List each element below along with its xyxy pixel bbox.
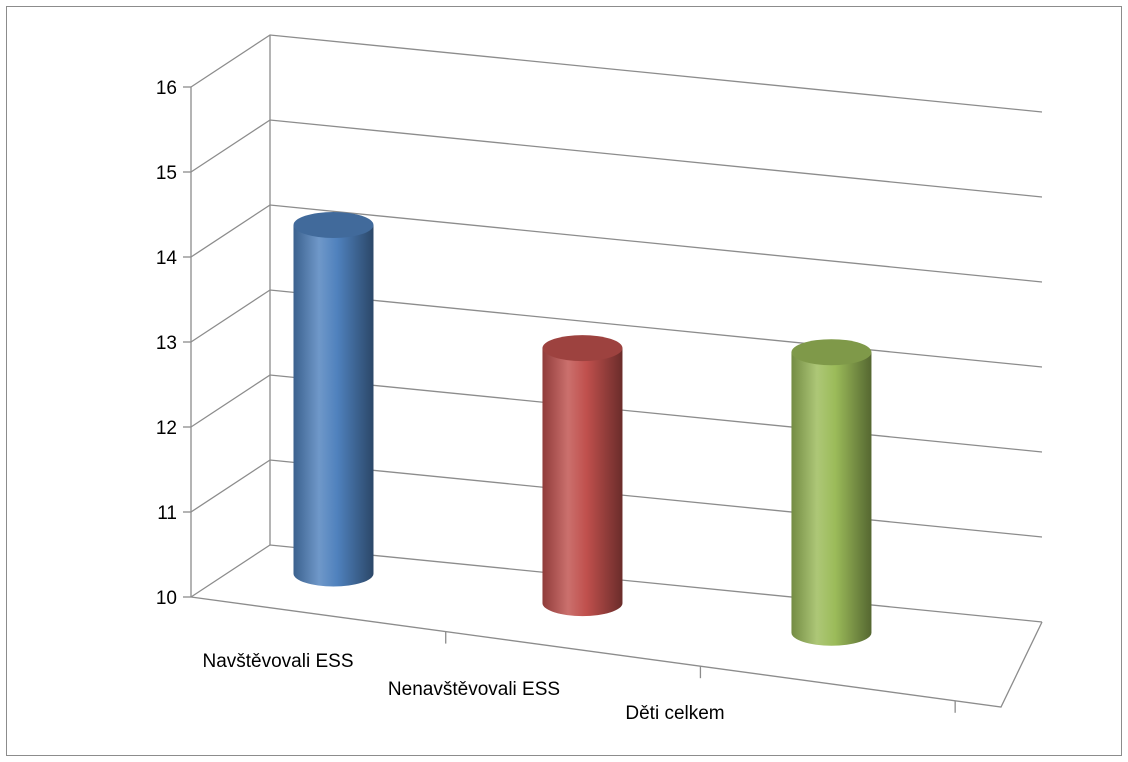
- y-tick-label: 12: [156, 418, 177, 439]
- bar-body: [542, 348, 623, 617]
- gridline: [190, 34, 1043, 113]
- x-category-label: Děti celkem: [625, 703, 724, 724]
- gridline: [190, 374, 1043, 453]
- floor-edge: [190, 596, 1043, 708]
- x-category-label: Navštěvovali ESS: [202, 651, 353, 672]
- gridline: [190, 289, 1043, 368]
- gridline: [190, 544, 1043, 623]
- y-tick-label: 11: [157, 503, 177, 524]
- bar-top: [293, 211, 374, 238]
- x-category-label: Nenavštěvovali ESS: [388, 679, 560, 700]
- bar-1: [542, 335, 623, 617]
- y-tick-label: 10: [156, 588, 177, 609]
- gridline: [190, 459, 1043, 538]
- gridline: [190, 204, 1043, 283]
- y-tick-label: 14: [156, 248, 178, 269]
- x-axis-ticks: [445, 631, 956, 713]
- bar-body: [791, 352, 872, 646]
- y-axis-ticks: 10 11 12 13 14 15 16: [156, 78, 191, 609]
- y-tick-label: 16: [156, 78, 177, 99]
- bars: [293, 211, 872, 646]
- bar-body: [293, 224, 374, 587]
- gridline: [190, 119, 1043, 198]
- y-tick-label: 13: [156, 333, 177, 354]
- bar-top: [542, 335, 623, 362]
- bar-2: [791, 339, 872, 646]
- gridlines: [190, 34, 1043, 623]
- x-axis-labels: Navštěvovali ESS Nenavštěvovali ESS Děti c…: [202, 651, 724, 724]
- bar-0: [293, 211, 374, 587]
- bar-top: [791, 339, 872, 366]
- y-tick-label: 15: [156, 163, 177, 184]
